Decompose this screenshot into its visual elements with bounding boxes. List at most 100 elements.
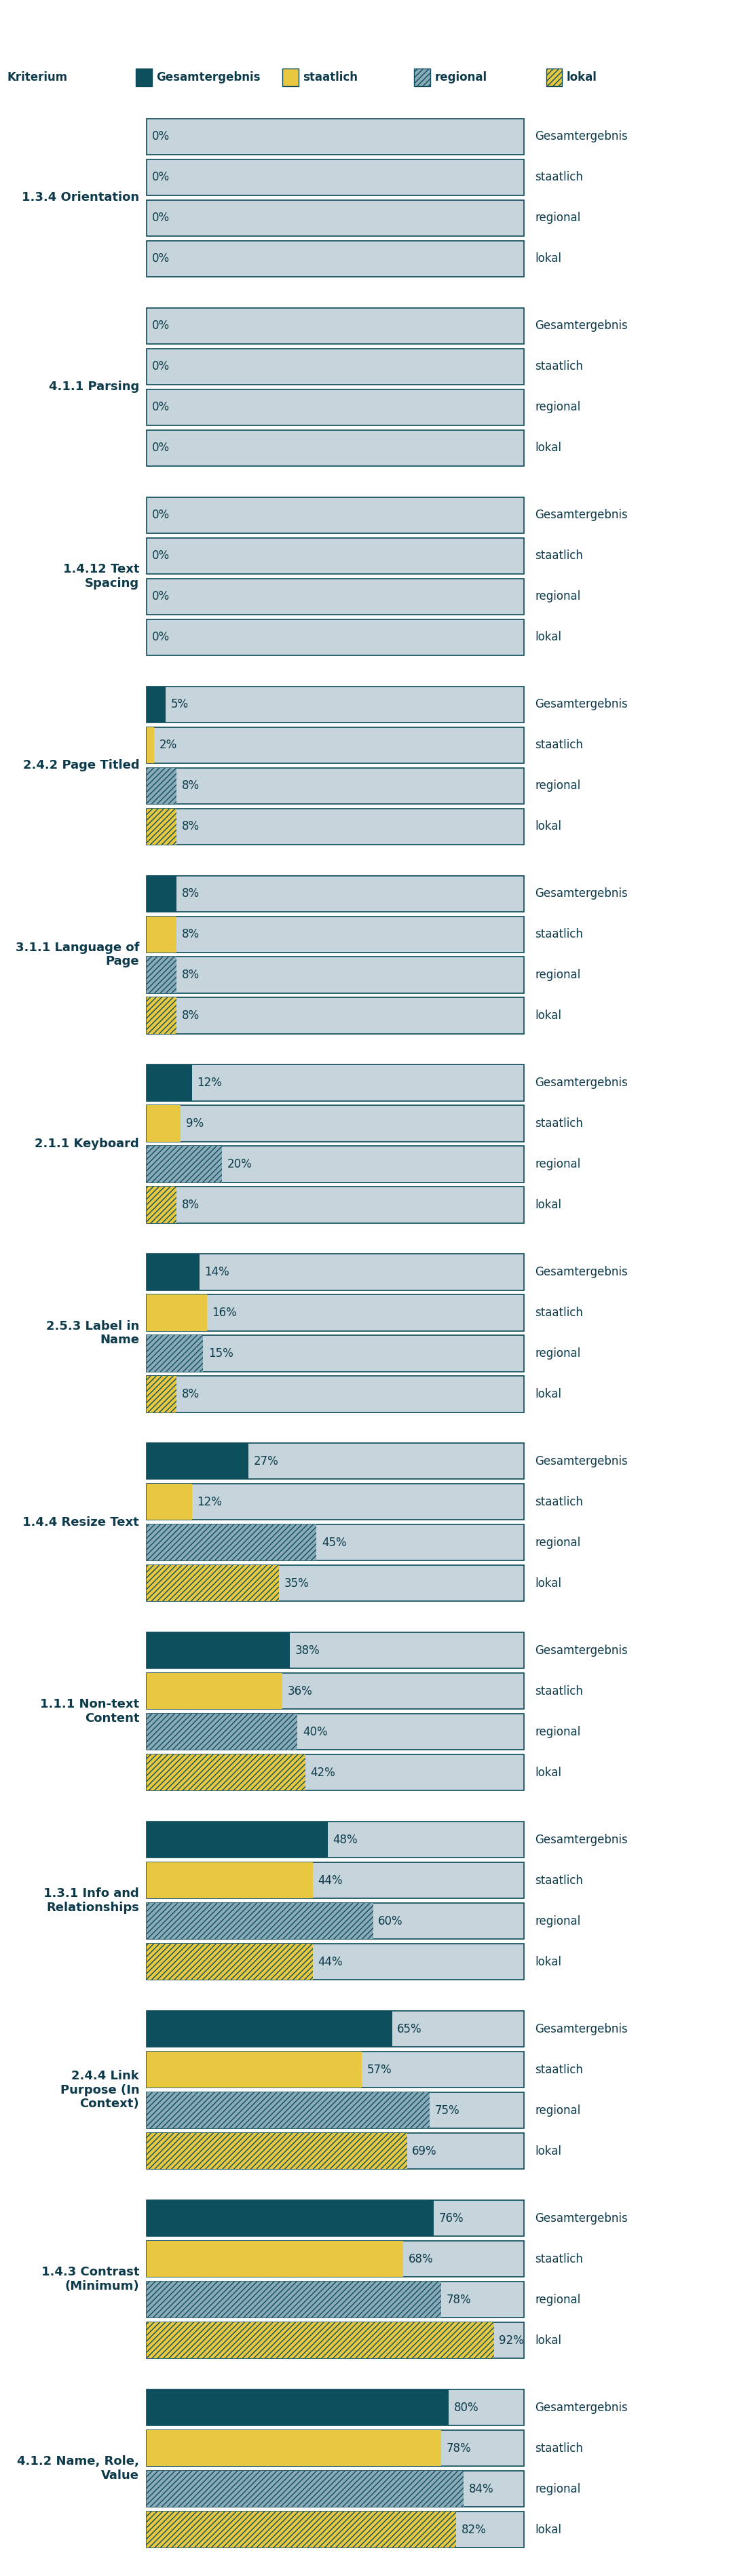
Text: 12%: 12% — [197, 1077, 222, 1090]
Text: Gesamtergebnis: Gesamtergebnis — [156, 72, 260, 82]
FancyBboxPatch shape — [147, 2092, 524, 2128]
FancyBboxPatch shape — [147, 1443, 248, 1479]
Text: staatlich: staatlich — [535, 927, 583, 940]
FancyBboxPatch shape — [147, 307, 524, 343]
FancyBboxPatch shape — [147, 876, 177, 912]
Text: lokal: lokal — [535, 631, 561, 644]
FancyBboxPatch shape — [147, 1525, 317, 1561]
Text: staatlich: staatlich — [303, 72, 358, 82]
FancyBboxPatch shape — [546, 67, 562, 85]
FancyBboxPatch shape — [147, 2282, 441, 2318]
FancyBboxPatch shape — [147, 1754, 305, 1790]
Text: 20%: 20% — [227, 1159, 252, 1170]
FancyBboxPatch shape — [147, 430, 524, 466]
FancyBboxPatch shape — [147, 538, 524, 574]
FancyBboxPatch shape — [147, 389, 524, 425]
Text: 75%: 75% — [435, 2105, 460, 2117]
FancyBboxPatch shape — [147, 2050, 362, 2087]
FancyBboxPatch shape — [147, 2391, 449, 2427]
FancyBboxPatch shape — [147, 726, 524, 762]
FancyBboxPatch shape — [147, 2470, 524, 2506]
FancyBboxPatch shape — [147, 2324, 524, 2360]
FancyBboxPatch shape — [147, 2012, 524, 2048]
Text: 35%: 35% — [284, 1577, 309, 1589]
FancyBboxPatch shape — [147, 2050, 524, 2087]
FancyBboxPatch shape — [147, 2200, 433, 2236]
FancyBboxPatch shape — [147, 2470, 464, 2506]
Text: 44%: 44% — [318, 1875, 343, 1886]
FancyBboxPatch shape — [147, 2133, 524, 2169]
FancyBboxPatch shape — [147, 1945, 313, 1981]
Text: staatlich: staatlich — [535, 1685, 583, 1698]
FancyBboxPatch shape — [147, 240, 524, 276]
Text: 68%: 68% — [408, 2254, 433, 2264]
FancyBboxPatch shape — [147, 2512, 456, 2548]
Text: staatlich: staatlich — [535, 361, 583, 374]
FancyBboxPatch shape — [147, 1064, 192, 1100]
Text: 78%: 78% — [446, 2442, 471, 2455]
Text: 92%: 92% — [499, 2334, 524, 2347]
FancyBboxPatch shape — [147, 1566, 524, 1602]
Text: 12%: 12% — [197, 1497, 222, 1507]
FancyBboxPatch shape — [147, 876, 524, 912]
Text: Gesamtergebnis: Gesamtergebnis — [535, 319, 628, 332]
Text: Gesamtergebnis: Gesamtergebnis — [535, 131, 628, 142]
FancyBboxPatch shape — [136, 67, 152, 85]
FancyBboxPatch shape — [147, 1713, 524, 1749]
Text: 60%: 60% — [378, 1914, 403, 1927]
Text: 0%: 0% — [152, 631, 169, 644]
FancyBboxPatch shape — [147, 2092, 430, 2128]
Text: lokal: lokal — [535, 1577, 561, 1589]
FancyBboxPatch shape — [147, 1146, 222, 1182]
Text: regional: regional — [535, 1726, 581, 1739]
FancyBboxPatch shape — [147, 1862, 313, 1899]
Text: 8%: 8% — [182, 889, 199, 899]
Text: staatlich: staatlich — [535, 2442, 583, 2455]
FancyBboxPatch shape — [147, 1188, 177, 1224]
FancyBboxPatch shape — [147, 1525, 524, 1561]
FancyBboxPatch shape — [147, 1334, 203, 1370]
FancyBboxPatch shape — [147, 2512, 524, 2548]
Text: Gesamtergebnis: Gesamtergebnis — [535, 1834, 628, 1847]
Text: Gesamtergebnis: Gesamtergebnis — [535, 1455, 628, 1468]
FancyBboxPatch shape — [414, 67, 430, 85]
Text: 1.4.4 Resize Text: 1.4.4 Resize Text — [23, 1517, 139, 1528]
FancyBboxPatch shape — [147, 2200, 524, 2236]
Text: 38%: 38% — [295, 1643, 320, 1656]
Text: staatlich: staatlich — [535, 1306, 583, 1319]
FancyBboxPatch shape — [147, 1821, 328, 1857]
Text: 9%: 9% — [185, 1118, 204, 1131]
Text: regional: regional — [535, 211, 581, 224]
Text: 8%: 8% — [182, 781, 199, 791]
Text: Gesamtergebnis: Gesamtergebnis — [535, 1643, 628, 1656]
Text: 0%: 0% — [152, 549, 169, 562]
FancyBboxPatch shape — [147, 160, 524, 196]
Text: staatlich: staatlich — [535, 170, 583, 183]
Text: 8%: 8% — [182, 1198, 199, 1211]
Text: regional: regional — [535, 2483, 581, 2496]
Text: 15%: 15% — [208, 1347, 233, 1360]
Text: 48%: 48% — [333, 1834, 358, 1847]
Text: Gesamtergebnis: Gesamtergebnis — [535, 1265, 628, 1278]
Text: lokal: lokal — [535, 1767, 561, 1777]
Text: 1.3.1 Info and
Relationships: 1.3.1 Info and Relationships — [44, 1888, 139, 1914]
Text: regional: regional — [535, 590, 581, 603]
Text: 2.4.2 Page Titled: 2.4.2 Page Titled — [23, 760, 139, 770]
Text: lokal: lokal — [535, 2524, 561, 2535]
Text: 1.1.1 Non-text
Content: 1.1.1 Non-text Content — [40, 1698, 139, 1726]
Text: lokal: lokal — [535, 819, 561, 832]
Text: 3.1.1 Language of
Page: 3.1.1 Language of Page — [15, 940, 139, 969]
Text: regional: regional — [535, 2293, 581, 2306]
Text: staatlich: staatlich — [535, 2254, 583, 2264]
FancyBboxPatch shape — [147, 1821, 524, 1857]
Text: 5%: 5% — [171, 698, 188, 711]
Text: 0%: 0% — [152, 319, 169, 332]
FancyBboxPatch shape — [147, 1105, 180, 1141]
FancyBboxPatch shape — [147, 1146, 524, 1182]
Text: regional: regional — [535, 2105, 581, 2117]
FancyBboxPatch shape — [147, 2133, 407, 2169]
Text: 42%: 42% — [310, 1767, 335, 1777]
Text: 2%: 2% — [159, 739, 177, 752]
FancyBboxPatch shape — [147, 2391, 524, 2427]
FancyBboxPatch shape — [147, 2282, 524, 2318]
